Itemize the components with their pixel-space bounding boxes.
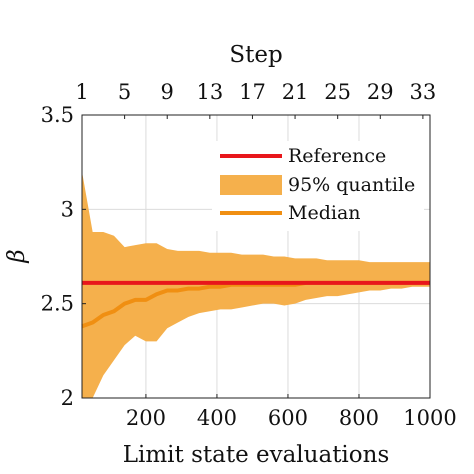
top-tick-label: 1 (75, 80, 88, 104)
x-tick-label: 800 (339, 406, 379, 430)
y-tick-label: 2 (61, 386, 74, 410)
top-tick-label: 21 (282, 80, 309, 104)
top-tick-label: 29 (367, 80, 394, 104)
legend-swatch-quantile (220, 175, 282, 195)
legend-label-median: Median (288, 202, 361, 224)
legend: Reference 95% quantile Median (212, 141, 424, 231)
x-tick-label: 400 (197, 406, 237, 430)
top-tick-label: 33 (410, 80, 437, 104)
top-tick-label: 17 (239, 80, 266, 104)
y-tick-label: 3 (61, 197, 74, 221)
legend-label-reference: Reference (288, 145, 386, 167)
x-tick-label: 600 (268, 406, 308, 430)
axis-ticks: 200 400 600 800 1000 2 2.5 3 3.51 5 9 13 17 21 25 29 33 (41, 80, 457, 430)
top-tick-label: 5 (118, 80, 131, 104)
x-axis-title: Limit state evaluations (123, 442, 390, 468)
top-tick-label: 25 (324, 80, 351, 104)
top-tick-label: 13 (196, 80, 223, 104)
series-lines-layer (81, 280, 430, 329)
top-tick-label: 9 (161, 80, 174, 104)
x-tick-label: 200 (126, 406, 166, 430)
x-tick-label: 1000 (403, 406, 456, 430)
y-axis-title: β (4, 249, 30, 263)
plot-frame (81, 114, 431, 399)
legend-label-quantile: 95% quantile (288, 174, 415, 196)
y-tick-label: 3.5 (41, 103, 74, 127)
y-tick-label: 2.5 (41, 292, 74, 316)
top-axis-title: Step (229, 42, 282, 68)
